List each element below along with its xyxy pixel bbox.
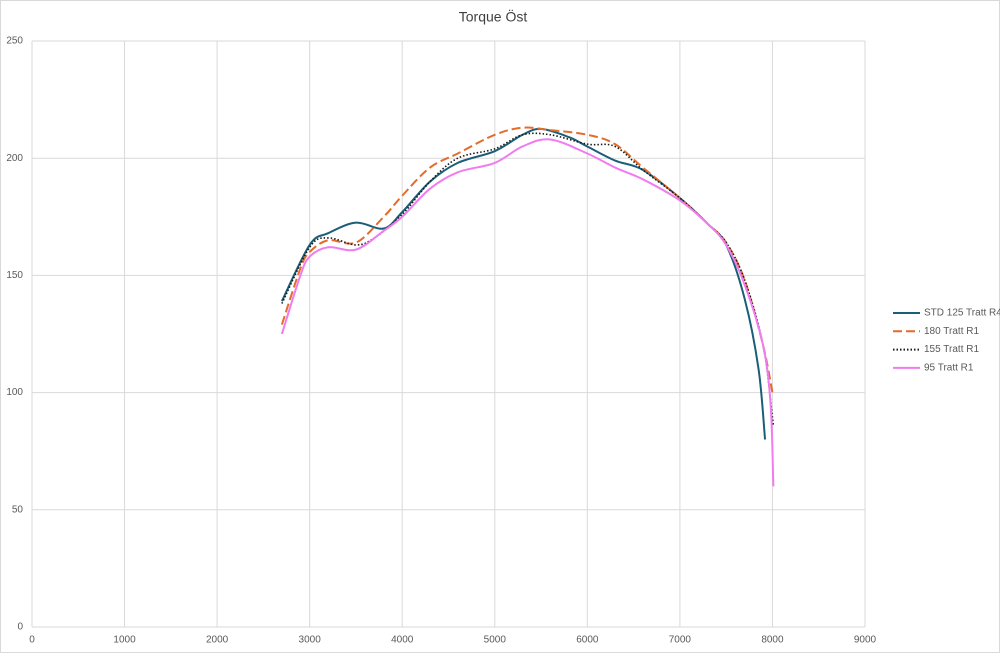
x-tick-label: 8000 bbox=[761, 635, 784, 646]
y-tick-label: 50 bbox=[12, 504, 24, 515]
x-tick-label: 2000 bbox=[206, 635, 229, 646]
y-tick-label: 200 bbox=[6, 153, 23, 164]
x-tick-label: 3000 bbox=[299, 635, 322, 646]
x-tick-label: 4000 bbox=[391, 635, 414, 646]
legend-label: 95 Tratt R1 bbox=[924, 363, 974, 374]
legend-label: STD 125 Tratt R4 bbox=[924, 308, 1000, 319]
y-tick-label: 100 bbox=[6, 387, 23, 398]
series-line bbox=[280, 126, 774, 393]
chart-title: Torque Öst bbox=[459, 8, 528, 25]
y-tick-label: 150 bbox=[6, 270, 23, 281]
x-tick-label: 0 bbox=[29, 635, 35, 646]
x-tick-label: 9000 bbox=[854, 635, 877, 646]
legend-label: 180 Tratt R1 bbox=[924, 326, 979, 337]
x-tick-label: 7000 bbox=[669, 635, 692, 646]
series-line bbox=[280, 138, 775, 487]
x-tick-label: 6000 bbox=[576, 635, 599, 646]
y-tick-label: 250 bbox=[6, 36, 23, 47]
y-tick-label: 0 bbox=[17, 622, 23, 633]
series-line bbox=[281, 132, 775, 426]
x-tick-label: 1000 bbox=[113, 635, 136, 646]
legend-label: 155 Tratt R1 bbox=[924, 344, 979, 355]
x-tick-label: 5000 bbox=[484, 635, 507, 646]
